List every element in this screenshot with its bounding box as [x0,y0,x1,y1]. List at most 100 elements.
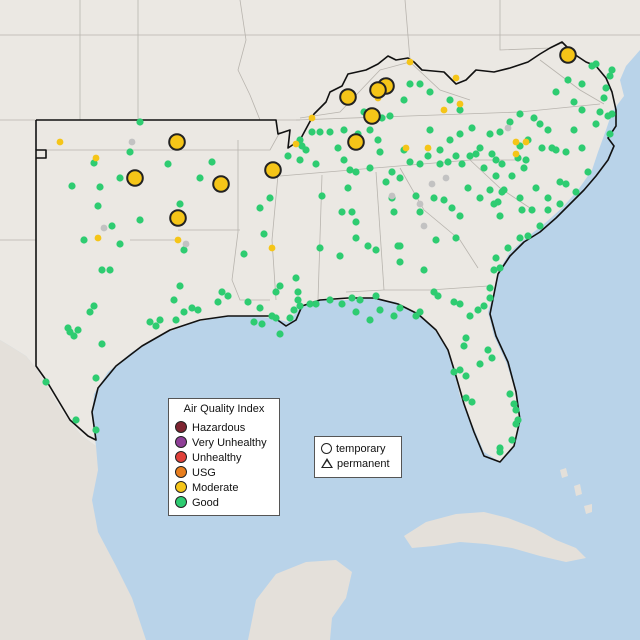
good-monitor-dot[interactable] [176,282,184,290]
good-monitor-dot[interactable] [366,126,374,134]
good-monitor-dot[interactable] [98,266,106,274]
good-monitor-dot[interactable] [390,208,398,216]
good-monitor-dot[interactable] [480,164,488,172]
good-monitor-dot[interactable] [68,182,76,190]
good-monitor-dot[interactable] [474,306,482,314]
moderate-temporary-monitor[interactable] [339,88,357,106]
good-monitor-dot[interactable] [416,160,424,168]
good-monitor-dot[interactable] [164,160,172,168]
good-monitor-dot[interactable] [508,172,516,180]
good-monitor-dot[interactable] [532,184,540,192]
good-monitor-dot[interactable] [336,252,344,260]
good-monitor-dot[interactable] [74,326,82,334]
good-monitor-dot[interactable] [426,126,434,134]
good-monitor-dot[interactable] [70,332,78,340]
moderate-monitor-dot[interactable] [56,138,64,146]
good-monitor-dot[interactable] [562,180,570,188]
good-monitor-dot[interactable] [260,230,268,238]
good-monitor-dot[interactable] [256,204,264,212]
moderate-monitor-dot[interactable] [292,140,300,148]
good-monitor-dot[interactable] [520,164,528,172]
good-monitor-dot[interactable] [86,308,94,316]
no-data-monitor-dot[interactable] [442,174,450,182]
good-monitor-dot[interactable] [240,250,248,258]
good-monitor-dot[interactable] [290,306,298,314]
good-monitor-dot[interactable] [266,194,274,202]
moderate-monitor-dot[interactable] [424,144,432,152]
good-monitor-dot[interactable] [436,160,444,168]
good-monitor-dot[interactable] [496,264,504,272]
good-monitor-dot[interactable] [42,378,50,386]
good-monitor-dot[interactable] [318,192,326,200]
good-monitor-dot[interactable] [80,236,88,244]
good-monitor-dot[interactable] [136,216,144,224]
good-monitor-dot[interactable] [456,300,464,308]
good-monitor-dot[interactable] [170,296,178,304]
good-monitor-dot[interactable] [570,126,578,134]
good-monitor-dot[interactable] [488,150,496,158]
good-monitor-dot[interactable] [208,158,216,166]
good-monitor-dot[interactable] [196,174,204,182]
good-monitor-dot[interactable] [412,312,420,320]
good-monitor-dot[interactable] [326,128,334,136]
good-monitor-dot[interactable] [250,318,258,326]
good-monitor-dot[interactable] [346,166,354,174]
good-monitor-dot[interactable] [584,168,592,176]
good-monitor-dot[interactable] [578,80,586,88]
good-monitor-dot[interactable] [152,322,160,330]
good-monitor-dot[interactable] [448,204,456,212]
good-monitor-dot[interactable] [510,400,518,408]
moderate-monitor-dot[interactable] [406,58,414,66]
no-data-monitor-dot[interactable] [100,224,108,232]
good-monitor-dot[interactable] [528,206,536,214]
good-monitor-dot[interactable] [524,232,532,240]
good-monitor-dot[interactable] [476,144,484,152]
good-monitor-dot[interactable] [486,186,494,194]
good-monitor-dot[interactable] [538,144,546,152]
good-monitor-dot[interactable] [460,342,468,350]
good-monitor-dot[interactable] [108,222,116,230]
no-data-monitor-dot[interactable] [504,124,512,132]
good-monitor-dot[interactable] [382,178,390,186]
good-monitor-dot[interactable] [492,156,500,164]
moderate-monitor-dot[interactable] [94,234,102,242]
good-monitor-dot[interactable] [116,174,124,182]
good-monitor-dot[interactable] [294,288,302,296]
good-monitor-dot[interactable] [96,183,104,191]
moderate-temporary-monitor[interactable] [347,133,365,151]
good-monitor-dot[interactable] [416,80,424,88]
good-monitor-dot[interactable] [136,118,144,126]
good-monitor-dot[interactable] [72,416,80,424]
good-monitor-dot[interactable] [340,126,348,134]
good-monitor-dot[interactable] [506,390,514,398]
good-monitor-dot[interactable] [516,194,524,202]
good-monitor-dot[interactable] [456,130,464,138]
moderate-monitor-dot[interactable] [456,100,464,108]
good-monitor-dot[interactable] [516,234,524,242]
good-monitor-dot[interactable] [564,76,572,84]
good-monitor-dot[interactable] [440,196,448,204]
good-monitor-dot[interactable] [516,110,524,118]
good-monitor-dot[interactable] [518,206,526,214]
good-monitor-dot[interactable] [522,156,530,164]
good-monitor-dot[interactable] [92,374,100,382]
good-monitor-dot[interactable] [608,66,616,74]
good-monitor-dot[interactable] [490,200,498,208]
good-monitor-dot[interactable] [218,288,226,296]
no-data-monitor-dot[interactable] [128,138,136,146]
good-monitor-dot[interactable] [446,96,454,104]
good-monitor-dot[interactable] [496,448,504,456]
good-monitor-dot[interactable] [352,234,360,242]
good-monitor-dot[interactable] [466,152,474,160]
good-monitor-dot[interactable] [472,150,480,158]
good-monitor-dot[interactable] [302,146,310,154]
good-monitor-dot[interactable] [430,194,438,202]
good-monitor-dot[interactable] [468,124,476,132]
good-monitor-dot[interactable] [364,242,372,250]
good-monitor-dot[interactable] [596,108,604,116]
good-monitor-dot[interactable] [344,184,352,192]
good-monitor-dot[interactable] [98,340,106,348]
moderate-temporary-monitor[interactable] [126,169,144,187]
good-monitor-dot[interactable] [444,158,452,166]
